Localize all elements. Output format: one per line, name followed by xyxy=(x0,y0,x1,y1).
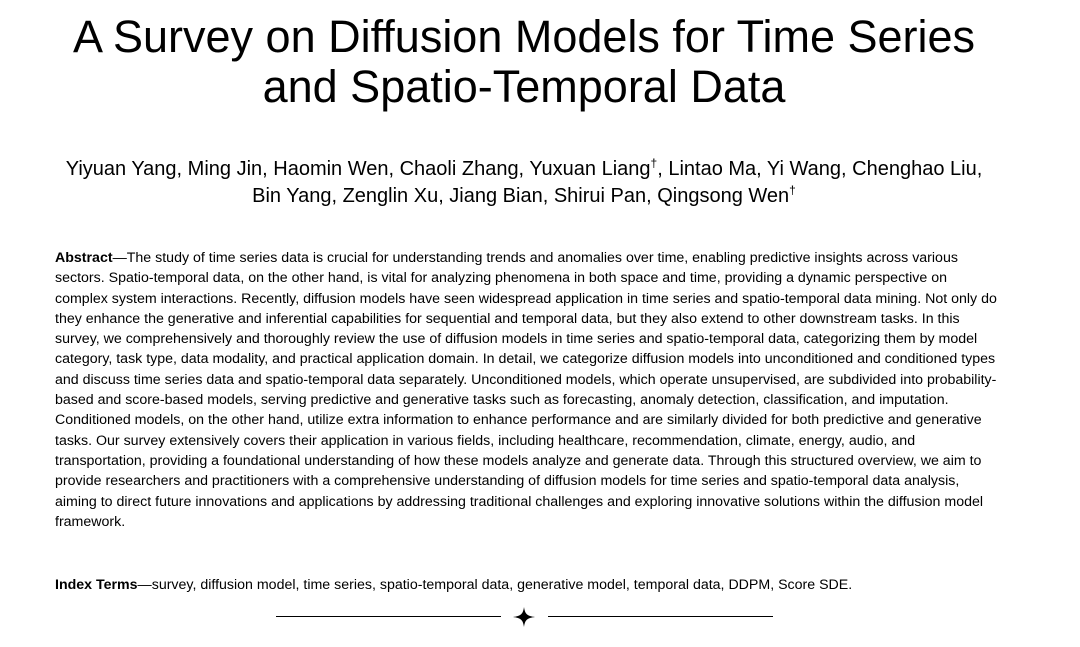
four-point-star-icon xyxy=(513,607,535,627)
divider-rule-right xyxy=(548,616,773,617)
authors-line1-part1: Yiyuan Yang, Ming Jin, Haomin Wen, Chaol… xyxy=(65,158,651,180)
author-line-1: Yiyuan Yang, Ming Jin, Haomin Wen, Chaol… xyxy=(65,156,983,180)
authors-line1-part2: , Lintao Ma, Yi Wang, Chenghao Liu, xyxy=(657,158,983,180)
corresponding-author-mark: † xyxy=(789,183,796,197)
index-terms-label: Index Terms xyxy=(55,577,138,593)
abstract-text: —The study of time series data is crucia… xyxy=(55,250,997,530)
author-line-2: Bin Yang, Zenglin Xu, Jiang Bian, Shirui… xyxy=(252,183,796,207)
index-terms: Index Terms—survey, diffusion model, tim… xyxy=(55,575,1000,595)
divider-rule-left xyxy=(276,616,501,617)
paper-title-line-2: and Spatio-Temporal Data xyxy=(262,61,786,112)
paper-title-line-1: A Survey on Diffusion Models for Time Se… xyxy=(72,11,976,62)
abstract-label: Abstract xyxy=(55,250,113,266)
corresponding-author-mark: † xyxy=(650,156,658,170)
author-list: Yiyuan Yang, Ming Jin, Haomin Wen, Chaol… xyxy=(0,156,1048,210)
abstract: Abstract—The study of time series data i… xyxy=(55,248,1000,532)
section-divider xyxy=(276,604,773,630)
paper-title: A Survey on Diffusion Models for Time Se… xyxy=(0,12,1048,112)
index-terms-text: —survey, diffusion model, time series, s… xyxy=(137,577,853,593)
authors-line2-part1: Bin Yang, Zenglin Xu, Jiang Bian, Shirui… xyxy=(252,185,790,207)
